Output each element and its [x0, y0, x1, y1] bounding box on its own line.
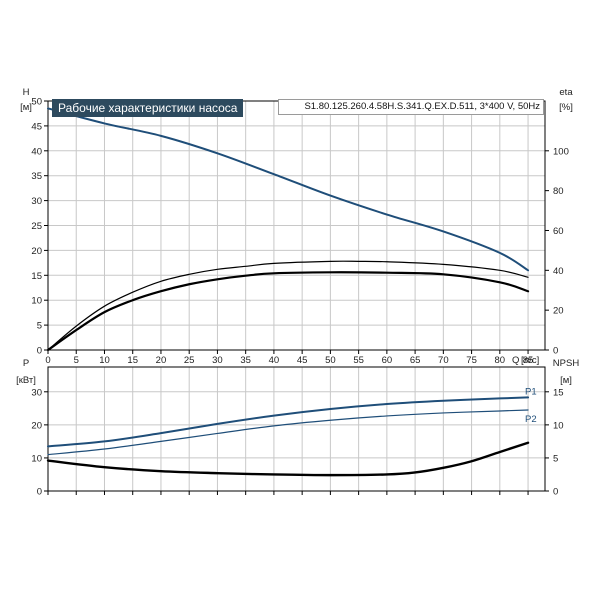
- y-right-tick-label: 0: [553, 346, 558, 357]
- y-right-tick-label: 0: [553, 487, 558, 498]
- x-tick-label: 55: [353, 355, 364, 366]
- x-tick-label: 20: [156, 355, 167, 366]
- y-left-tick-label: 40: [31, 146, 42, 157]
- y-left-axis-unit: [м]: [20, 102, 32, 113]
- y-left-tick-label: 0: [37, 346, 42, 357]
- y-right-tick-label: 5: [553, 453, 558, 464]
- y-left-tick-label: 15: [31, 271, 42, 282]
- series-line-p2: [47, 409, 529, 456]
- x-tick-label: 50: [325, 355, 336, 366]
- y-left-tick-label: 30: [31, 196, 42, 207]
- series-line-0-1: [47, 260, 529, 351]
- y-left-tick-label: 10: [31, 296, 42, 307]
- y-left-tick-label: 10: [31, 453, 42, 464]
- x-tick-label: 60: [382, 355, 393, 366]
- y-left-tick-label: 45: [31, 121, 42, 132]
- y-right-tick-label: 100: [553, 146, 569, 157]
- y-left-tick-label: 20: [31, 420, 42, 431]
- y-left-axis-label: H: [23, 87, 30, 98]
- series-line-0-0: [47, 107, 530, 272]
- y-right-tick-label: 40: [553, 266, 564, 277]
- y-right-tick-label: 60: [553, 226, 564, 237]
- x-tick-label: 25: [184, 355, 195, 366]
- chart-title: Рабочие характеристики насоса: [52, 99, 244, 117]
- x-tick-label: 35: [240, 355, 251, 366]
- y-right-tick-label: 20: [553, 306, 564, 317]
- y-left-tick-label: 35: [31, 171, 42, 182]
- x-tick-label: 5: [74, 355, 79, 366]
- x-axis-label: Q: [512, 355, 519, 366]
- x-tick-label: 30: [212, 355, 223, 366]
- series-line-p1: [47, 396, 530, 448]
- x-tick-label: 10: [99, 355, 110, 366]
- series-line-1-2: [46, 441, 530, 477]
- y-right-axis-unit: [м]: [560, 375, 572, 386]
- x-tick-label: 85: [523, 355, 534, 366]
- x-tick-label: 70: [438, 355, 449, 366]
- x-axis-unit: [л/с]: [521, 355, 539, 366]
- x-tick-label: 65: [410, 355, 421, 366]
- y-right-tick-label: 10: [553, 420, 564, 431]
- x-tick-label: 0: [45, 355, 50, 366]
- y-left-axis-unit: [кВт]: [16, 375, 36, 386]
- x-tick-label: 40: [269, 355, 280, 366]
- x-tick-label: 80: [495, 355, 506, 366]
- y-right-tick-label: 15: [553, 387, 564, 398]
- series-label-p2: P2: [525, 414, 537, 425]
- y-right-axis-label: eta: [559, 87, 573, 98]
- y-left-tick-label: 20: [31, 246, 42, 257]
- x-tick-label: 15: [127, 355, 138, 366]
- y-left-tick-label: 5: [37, 321, 42, 332]
- x-tick-label: 75: [466, 355, 477, 366]
- plot-frame: [47, 366, 546, 492]
- x-tick-label: 45: [297, 355, 308, 366]
- series-label-p1: P1: [525, 386, 537, 397]
- y-left-tick-label: 25: [31, 221, 42, 232]
- y-left-tick-label: 30: [31, 387, 42, 398]
- y-right-axis-unit: [%]: [559, 102, 573, 113]
- pump-model-label: S1.80.125.260.4.58H.S.341.Q.EX.D.511, 3*…: [278, 99, 544, 115]
- series-line-0-2: [46, 271, 530, 352]
- y-left-tick-label: 50: [31, 97, 42, 108]
- y-right-tick-label: 80: [553, 186, 564, 197]
- y-right-axis-label: NPSH: [553, 358, 580, 369]
- y-left-tick-label: 0: [37, 487, 42, 498]
- y-left-axis-label: P: [23, 358, 29, 369]
